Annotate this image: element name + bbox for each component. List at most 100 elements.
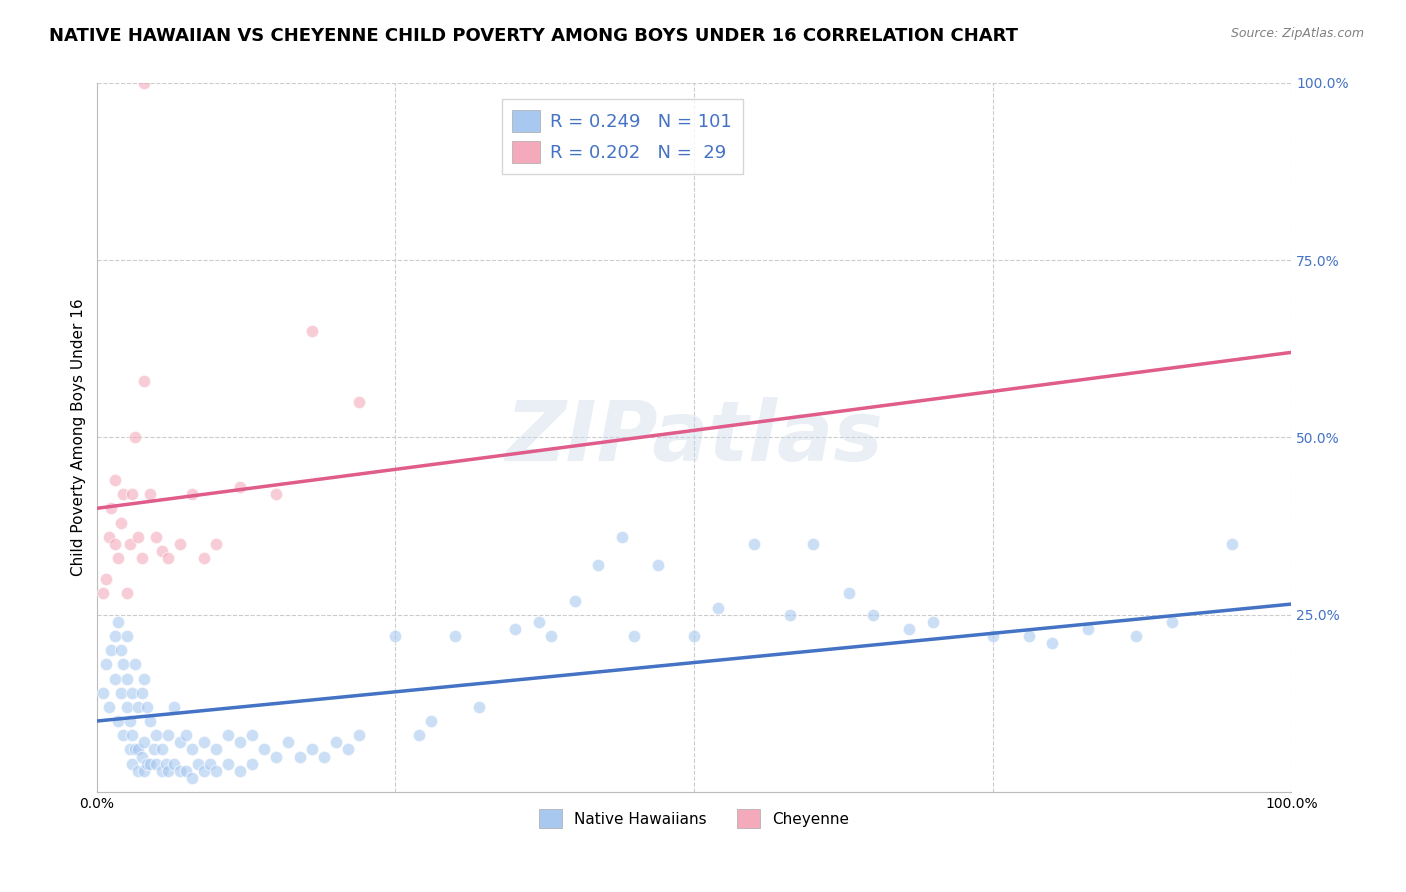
- Point: [301, 324, 323, 338]
- Point: [139, 487, 162, 501]
- Point: [779, 607, 801, 622]
- Point: [540, 629, 562, 643]
- Point: [1077, 622, 1099, 636]
- Point: [110, 643, 132, 657]
- Point: [120, 537, 142, 551]
- Point: [91, 686, 114, 700]
- Point: [1042, 636, 1064, 650]
- Point: [111, 487, 134, 501]
- Point: [97, 699, 120, 714]
- Point: [127, 764, 149, 778]
- Point: [198, 756, 221, 771]
- Point: [564, 593, 586, 607]
- Point: [163, 699, 186, 714]
- Point: [115, 586, 138, 600]
- Point: [898, 622, 921, 636]
- Point: [181, 771, 204, 785]
- Point: [588, 558, 610, 572]
- Point: [150, 742, 173, 756]
- Point: [157, 764, 180, 778]
- Point: [229, 764, 252, 778]
- Point: [468, 699, 491, 714]
- Point: [91, 586, 114, 600]
- Point: [612, 530, 634, 544]
- Text: NATIVE HAWAIIAN VS CHEYENNE CHILD POVERTY AMONG BOYS UNDER 16 CORRELATION CHART: NATIVE HAWAIIAN VS CHEYENNE CHILD POVERT…: [49, 27, 1018, 45]
- Point: [217, 728, 239, 742]
- Point: [193, 735, 215, 749]
- Point: [143, 742, 166, 756]
- Point: [253, 742, 276, 756]
- Point: [264, 487, 287, 501]
- Point: [131, 686, 153, 700]
- Point: [107, 615, 129, 629]
- Point: [121, 686, 143, 700]
- Point: [922, 615, 945, 629]
- Point: [131, 551, 153, 566]
- Point: [264, 749, 287, 764]
- Point: [145, 530, 167, 544]
- Point: [240, 728, 263, 742]
- Point: [121, 487, 143, 501]
- Point: [1160, 615, 1182, 629]
- Point: [408, 728, 430, 742]
- Point: [193, 764, 215, 778]
- Legend: Native Hawaiians, Cheyenne: Native Hawaiians, Cheyenne: [533, 803, 855, 834]
- Point: [103, 629, 125, 643]
- Point: [623, 629, 645, 643]
- Point: [157, 728, 180, 742]
- Point: [205, 764, 228, 778]
- Point: [155, 756, 177, 771]
- Point: [683, 629, 706, 643]
- Point: [981, 629, 1004, 643]
- Point: [1220, 537, 1243, 551]
- Point: [134, 672, 156, 686]
- Point: [181, 742, 204, 756]
- Point: [312, 749, 335, 764]
- Point: [127, 742, 149, 756]
- Point: [707, 600, 730, 615]
- Point: [163, 756, 186, 771]
- Point: [100, 643, 122, 657]
- Point: [205, 742, 228, 756]
- Point: [742, 537, 765, 551]
- Point: [121, 756, 143, 771]
- Point: [1125, 629, 1147, 643]
- Point: [131, 749, 153, 764]
- Point: [124, 742, 146, 756]
- Point: [134, 735, 156, 749]
- Point: [187, 756, 209, 771]
- Point: [115, 629, 138, 643]
- Y-axis label: Child Poverty Among Boys Under 16: Child Poverty Among Boys Under 16: [72, 299, 86, 576]
- Point: [862, 607, 884, 622]
- Point: [96, 572, 118, 586]
- Point: [120, 742, 142, 756]
- Point: [115, 699, 138, 714]
- Point: [110, 686, 132, 700]
- Point: [103, 672, 125, 686]
- Point: [139, 714, 162, 728]
- Point: [169, 764, 191, 778]
- Point: [107, 714, 129, 728]
- Point: [145, 728, 167, 742]
- Point: [139, 756, 162, 771]
- Point: [124, 657, 146, 672]
- Text: Source: ZipAtlas.com: Source: ZipAtlas.com: [1230, 27, 1364, 40]
- Point: [111, 657, 134, 672]
- Point: [803, 537, 825, 551]
- Point: [174, 728, 197, 742]
- Point: [115, 672, 138, 686]
- Point: [217, 756, 239, 771]
- Point: [349, 395, 371, 409]
- Point: [127, 530, 149, 544]
- Point: [384, 629, 406, 643]
- Point: [838, 586, 860, 600]
- Point: [503, 622, 526, 636]
- Point: [150, 764, 173, 778]
- Point: [134, 764, 156, 778]
- Point: [174, 764, 197, 778]
- Point: [100, 501, 122, 516]
- Point: [145, 756, 167, 771]
- Point: [240, 756, 263, 771]
- Point: [169, 735, 191, 749]
- Point: [135, 699, 157, 714]
